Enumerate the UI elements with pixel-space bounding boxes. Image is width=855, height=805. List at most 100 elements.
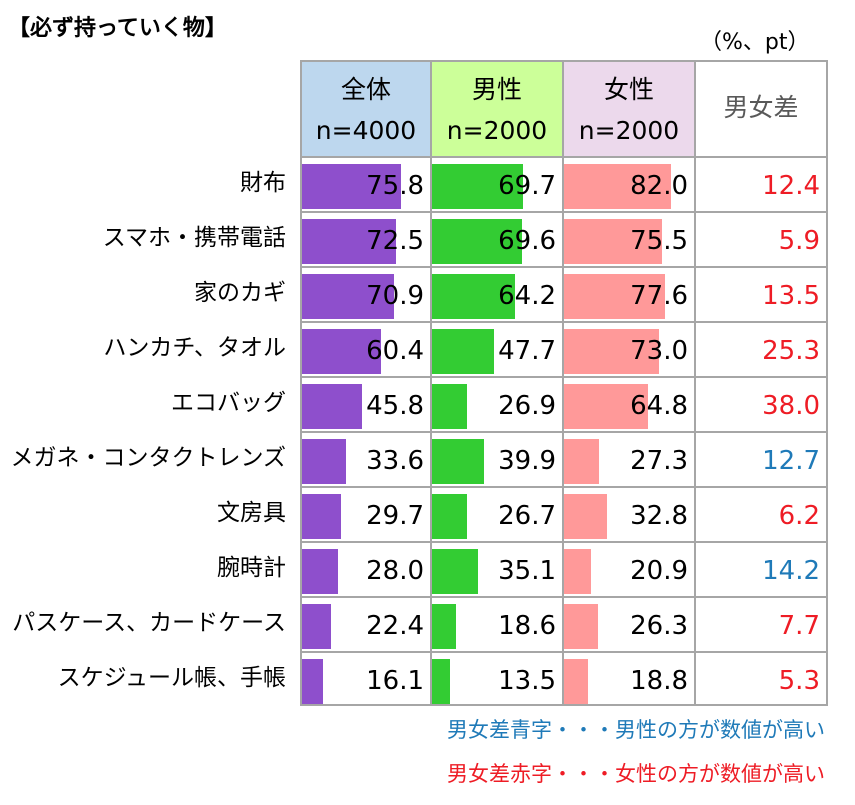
data-label-female: 26.3 — [630, 611, 688, 641]
bar-male — [432, 329, 494, 374]
bar-total — [302, 164, 401, 209]
diff-value: 14.2 — [762, 556, 820, 586]
category-label: パスケース、カードケース — [12, 610, 286, 636]
data-label-female: 77.6 — [630, 281, 688, 311]
bar-total — [302, 219, 397, 264]
legend-note-blue: 男女差青字・・・男性の方が数値が高い — [447, 718, 825, 742]
bar-female — [564, 274, 665, 319]
value-cell-total: 45.8 — [300, 376, 432, 431]
value-cell-male: 39.9 — [432, 431, 564, 486]
diff-cell: 13.5 — [696, 266, 828, 321]
category-label: エコバッグ — [171, 390, 286, 416]
data-label-male: 26.9 — [498, 391, 556, 421]
diff-value: 12.7 — [762, 446, 820, 476]
data-label-total: 22.4 — [366, 611, 424, 641]
legend-note-red: 男女差赤字・・・女性の方が数値が高い — [447, 762, 825, 786]
value-cell-male: 26.9 — [432, 376, 564, 431]
data-label-female: 73.0 — [630, 336, 688, 366]
value-cell-male: 18.6 — [432, 596, 564, 651]
bar-total — [302, 549, 339, 594]
bar-total — [302, 439, 346, 484]
header-female-n: n=2000 — [578, 116, 680, 145]
header-female-label: 女性 — [603, 75, 654, 104]
diff-cell: 5.3 — [696, 651, 828, 706]
bar-female — [564, 439, 600, 484]
value-cell-male: 35.1 — [432, 541, 564, 596]
bar-male — [432, 549, 478, 594]
table-row: 財布 75.8 69.7 82.0 12.4 — [240, 156, 828, 211]
data-label-total: 33.6 — [366, 446, 424, 476]
data-label-total: 16.1 — [366, 666, 424, 696]
diff-value: 38.0 — [762, 391, 820, 421]
data-label-male: 64.2 — [498, 281, 556, 311]
diff-cell: 12.7 — [696, 431, 828, 486]
data-label-male: 13.5 — [498, 666, 556, 696]
table-row: 家のカギ 70.9 64.2 77.6 13.5 — [194, 266, 828, 321]
bar-female — [564, 659, 589, 704]
value-cell-total: 60.4 — [300, 321, 432, 376]
diff-value: 12.4 — [762, 171, 820, 201]
bar-total — [302, 329, 381, 374]
data-label-female: 82.0 — [630, 171, 688, 201]
data-label-total: 60.4 — [366, 336, 424, 366]
data-label-male: 39.9 — [498, 446, 556, 476]
data-label-female: 64.8 — [630, 391, 688, 421]
value-cell-total: 28.0 — [300, 541, 432, 596]
table-row: エコバッグ 45.8 26.9 64.8 38.0 — [171, 376, 828, 431]
value-cell-female: 26.3 — [564, 596, 696, 651]
table-row: 文房具 29.7 26.7 32.8 6.2 — [217, 486, 828, 541]
data-label-total: 75.8 — [366, 171, 424, 201]
header-total-n: n=4000 — [315, 116, 417, 145]
bar-male — [432, 494, 467, 539]
diff-cell: 38.0 — [696, 376, 828, 431]
header-total: 全体 n=4000 — [300, 60, 432, 156]
data-label-total: 29.7 — [366, 501, 424, 531]
value-cell-total: 22.4 — [300, 596, 432, 651]
data-label-total: 45.8 — [366, 391, 424, 421]
value-cell-male: 13.5 — [432, 651, 564, 706]
value-cell-female: 75.5 — [564, 211, 696, 266]
table-row: メガネ・コンタクトレンズ 33.6 39.9 27.3 12.7 — [10, 431, 828, 486]
value-cell-female: 20.9 — [564, 541, 696, 596]
category-label: メガネ・コンタクトレンズ — [10, 445, 286, 471]
data-label-female: 18.8 — [630, 666, 688, 696]
chart-title: 【必ず持っていく物】 — [8, 16, 227, 41]
bar-male — [432, 659, 450, 704]
value-cell-male: 64.2 — [432, 266, 564, 321]
category-label: 腕時計 — [217, 555, 286, 581]
data-label-female: 20.9 — [630, 556, 688, 586]
bar-total — [302, 659, 323, 704]
data-label-male: 35.1 — [498, 556, 556, 586]
bar-total — [302, 494, 341, 539]
bar-total — [302, 384, 362, 429]
diff-cell: 5.9 — [696, 211, 828, 266]
table-row: パスケース、カードケース 22.4 18.6 26.3 7.7 — [12, 596, 828, 651]
data-label-male: 26.7 — [498, 501, 556, 531]
header-male-n: n=2000 — [446, 116, 548, 145]
bar-total — [302, 274, 395, 319]
header-male: 男性 n=2000 — [432, 60, 564, 156]
bar-male — [432, 164, 523, 209]
bar-female — [564, 219, 663, 264]
value-cell-male: 69.7 — [432, 156, 564, 211]
value-cell-total: 29.7 — [300, 486, 432, 541]
data-label-male: 47.7 — [498, 336, 556, 366]
data-label-male: 69.7 — [498, 171, 556, 201]
table-row: 腕時計 28.0 35.1 20.9 14.2 — [217, 541, 828, 596]
diff-cell: 25.3 — [696, 321, 828, 376]
diff-value: 25.3 — [762, 336, 820, 366]
bar-male — [432, 274, 516, 319]
data-label-total: 28.0 — [366, 556, 424, 586]
bar-total — [302, 604, 332, 649]
value-cell-female: 73.0 — [564, 321, 696, 376]
header-diff-label: 男女差 — [723, 93, 799, 122]
header-total-label: 全体 — [340, 75, 391, 104]
bar-female — [564, 604, 599, 649]
bar-female — [564, 164, 671, 209]
category-label: 文房具 — [217, 500, 286, 526]
bar-female — [564, 329, 659, 374]
category-label: 財布 — [240, 170, 286, 196]
value-cell-female: 32.8 — [564, 486, 696, 541]
data-table: 全体 n=4000 男性 n=2000 女性 n=2000 男女差 財布 75.8… — [10, 60, 828, 708]
diff-cell: 12.4 — [696, 156, 828, 211]
